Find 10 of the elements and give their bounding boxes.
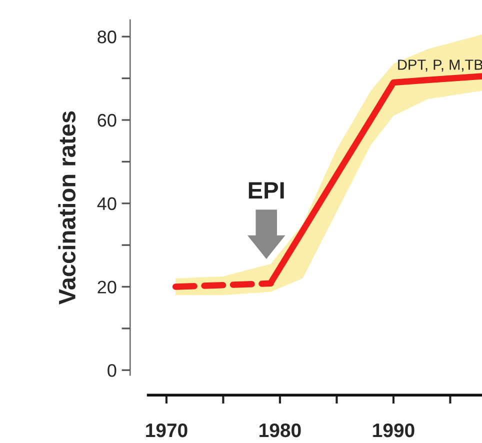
x-tick-label: 1990 xyxy=(373,423,414,438)
y-tick-label: 60 xyxy=(98,114,116,127)
y-tick-label: 20 xyxy=(98,280,116,294)
y-tick-label: 80 xyxy=(98,30,116,44)
annotation: EPI xyxy=(248,182,284,198)
x-tick-label: 1980 xyxy=(260,423,301,438)
y-axis-title: Vaccination rates xyxy=(58,111,76,304)
y-tick-label: 40 xyxy=(97,197,116,210)
x-tick-label: 1970 xyxy=(146,423,188,438)
y-tick-label: 0 xyxy=(108,364,116,377)
